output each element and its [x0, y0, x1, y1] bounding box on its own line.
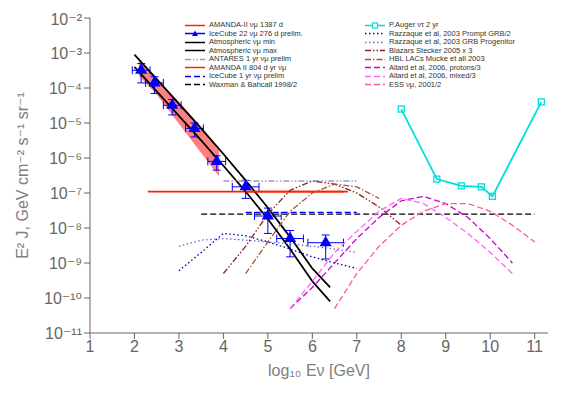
html-text:AMANDA II 804 d yr νμ: AMANDA II 804 d yr νμ: [209, 62, 287, 72]
svg-text:7: 7: [352, 338, 361, 355]
svg-text:10⁻⁴: 10⁻⁴: [49, 80, 82, 97]
svg-text:2: 2: [130, 338, 139, 355]
svg-text:9: 9: [441, 338, 450, 355]
html-text:IceCube 22 νμ 276 d prelim.: IceCube 22 νμ 276 d prelim.: [209, 28, 303, 38]
svg-text:10⁻⁶: 10⁻⁶: [49, 150, 82, 167]
svg-text:10⁻¹¹: 10⁻¹¹: [45, 325, 82, 342]
svg-text:11: 11: [526, 338, 543, 355]
html-text:AMANDA-II νμ 1387 d: AMANDA-II νμ 1387 d: [209, 20, 283, 29]
html-text:Waxman & Bahcall 1998/2: Waxman & Bahcall 1998/2: [209, 79, 298, 89]
svg-text:10⁻¹⁰: 10⁻¹⁰: [44, 290, 82, 307]
html-text:Atmospheric νμ min: Atmospheric νμ min: [209, 37, 275, 46]
html-text:ANTARES 1 yr νμ prelim: ANTARES 1 yr νμ prelim: [209, 54, 292, 63]
svg-text:1: 1: [86, 338, 95, 355]
html-text:Blazars Stecker 2005 x 3: Blazars Stecker 2005 x 3: [389, 45, 473, 55]
svg-text:log₁₀ Eν [GeV]: log₁₀ Eν [GeV]: [268, 362, 370, 379]
svg-text:3: 3: [174, 338, 183, 355]
svg-text:8: 8: [397, 338, 406, 355]
svg-text:10⁻⁹: 10⁻⁹: [49, 255, 82, 272]
svg-text:E² J, GeV cm⁻² s⁻¹ sr⁻¹: E² J, GeV cm⁻² s⁻¹ sr⁻¹: [14, 92, 31, 259]
html-text:ESS νμ, 2001/2: ESS νμ, 2001/2: [389, 79, 442, 89]
html-text:Atmospheric νμ max: Atmospheric νμ max: [209, 45, 278, 55]
svg-text:10⁻⁵: 10⁻⁵: [49, 115, 82, 132]
svg-text:10⁻⁷: 10⁻⁷: [50, 185, 82, 202]
html-text:Allard et al, 2006, mixed/3: Allard et al, 2006, mixed/3: [389, 71, 476, 80]
svg-text:10⁻³: 10⁻³: [50, 45, 82, 62]
svg-text:6: 6: [308, 338, 317, 355]
svg-text:10⁻⁸: 10⁻⁸: [49, 220, 82, 237]
html-text:IceCube 1 yr νμ prelim: IceCube 1 yr νμ prelim: [209, 71, 285, 80]
svg-text:10: 10: [481, 338, 499, 355]
svg-text:5: 5: [263, 338, 272, 355]
html-text:P.Auger ντ 2 yr: P.Auger ντ 2 yr: [389, 20, 439, 29]
svg-text:4: 4: [219, 338, 228, 355]
svg-text:10⁻²: 10⁻²: [50, 11, 82, 28]
html-text:Razzaque et al, 2003 Prompt GR: Razzaque et al, 2003 Prompt GRB/2: [389, 28, 511, 38]
html-text:Razzaque et al, 2003 GRB Proge: Razzaque et al, 2003 GRB Progenitor: [389, 37, 515, 46]
html-text:HBL LACs Mucke et all 2003: HBL LACs Mucke et all 2003: [389, 54, 485, 63]
html-text:Allard et al, 2006, protons/3: Allard et al, 2006, protons/3: [389, 62, 481, 72]
